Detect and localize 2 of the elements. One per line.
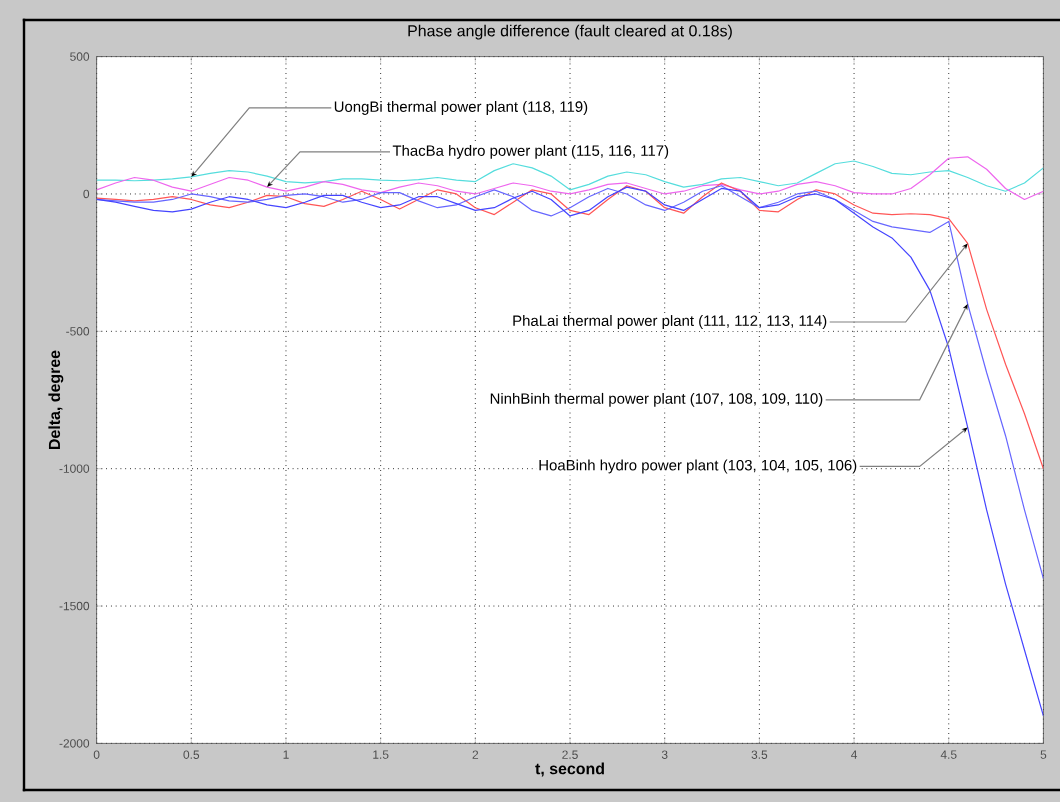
line-series	[96, 185, 1044, 580]
line-series	[96, 160, 1044, 192]
